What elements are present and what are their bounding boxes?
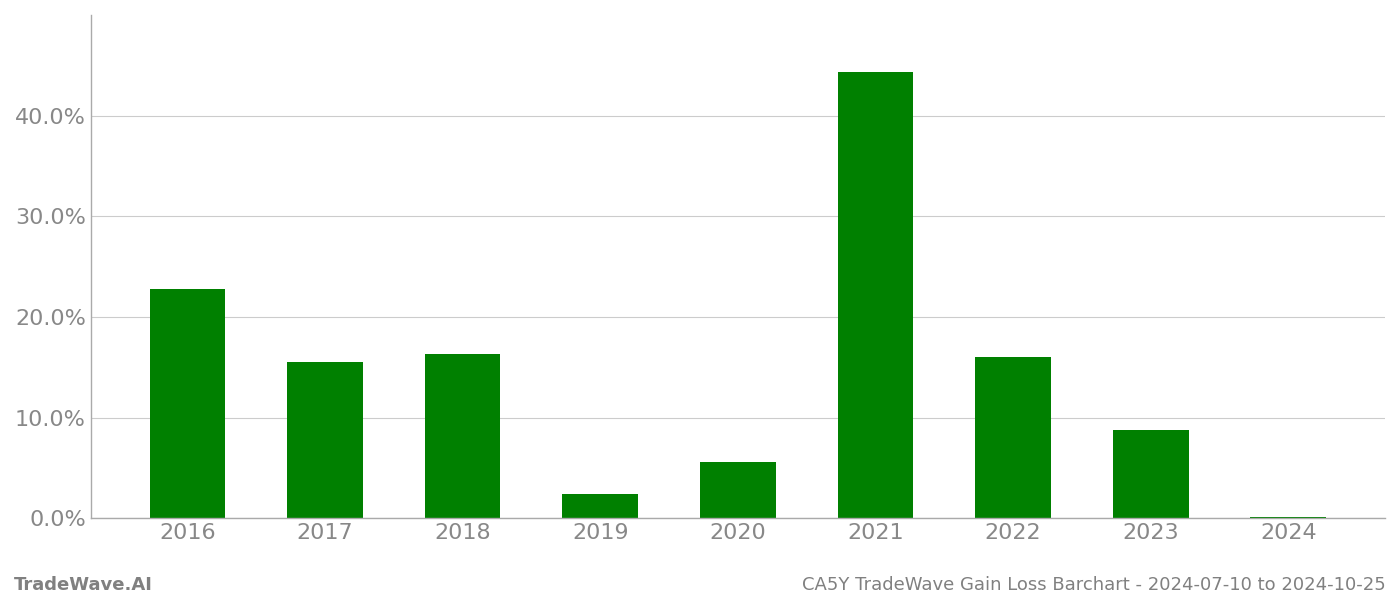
Bar	[1250, 517, 1326, 518]
Bar	[1113, 430, 1189, 518]
Bar	[563, 494, 638, 518]
Text: CA5Y TradeWave Gain Loss Barchart - 2024-07-10 to 2024-10-25: CA5Y TradeWave Gain Loss Barchart - 2024…	[802, 576, 1386, 594]
Bar	[700, 462, 776, 518]
Bar	[287, 362, 363, 518]
Bar	[837, 73, 913, 518]
Bar	[976, 357, 1051, 518]
Bar	[424, 354, 500, 518]
Bar	[150, 289, 225, 518]
Text: TradeWave.AI: TradeWave.AI	[14, 576, 153, 594]
